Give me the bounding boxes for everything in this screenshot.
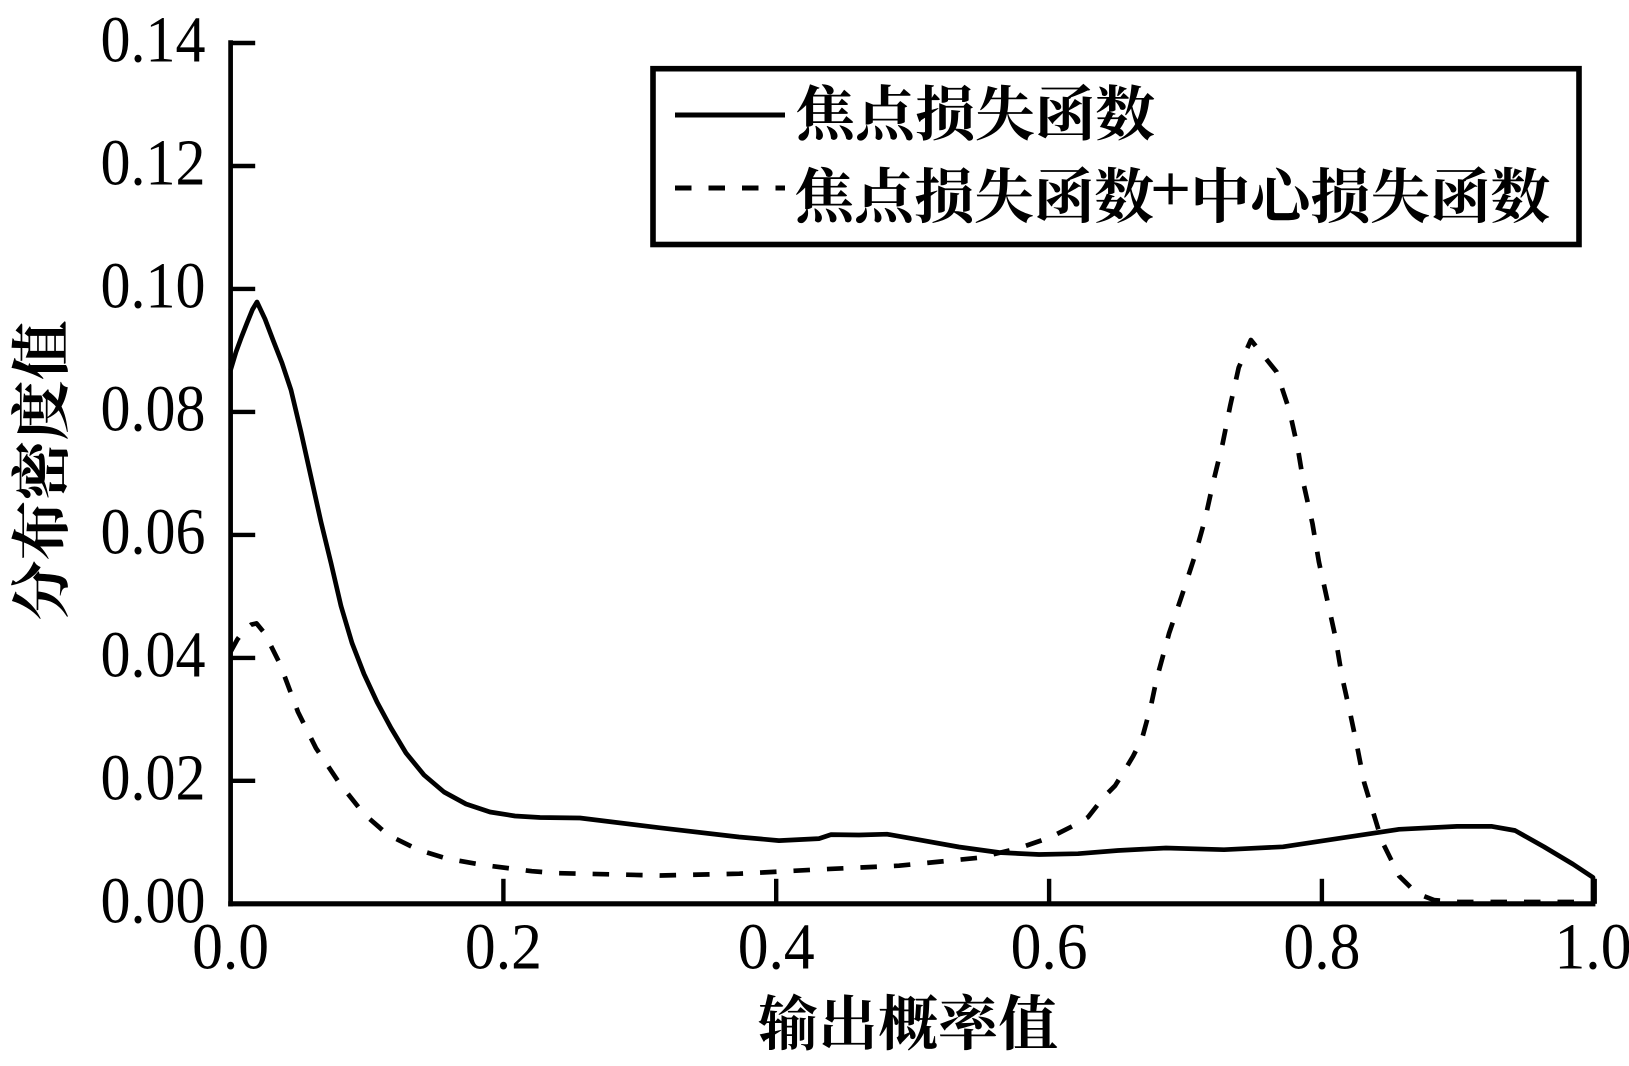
svg-text:0.00: 0.00 xyxy=(101,864,206,937)
svg-text:0.06: 0.06 xyxy=(101,496,206,569)
svg-text:0.6: 0.6 xyxy=(1011,911,1088,984)
svg-text:0.02: 0.02 xyxy=(101,741,206,814)
svg-text:0.8: 0.8 xyxy=(1283,911,1360,984)
svg-text:0.04: 0.04 xyxy=(101,619,206,692)
svg-text:0.4: 0.4 xyxy=(738,911,815,984)
svg-text:0.12: 0.12 xyxy=(101,127,206,200)
svg-text:1.0: 1.0 xyxy=(1555,911,1629,984)
svg-text:0.2: 0.2 xyxy=(465,911,542,984)
svg-text:0.0: 0.0 xyxy=(192,911,269,984)
svg-text:0.10: 0.10 xyxy=(101,250,206,323)
svg-text:0.14: 0.14 xyxy=(101,4,206,77)
svg-text:0.08: 0.08 xyxy=(101,373,206,446)
